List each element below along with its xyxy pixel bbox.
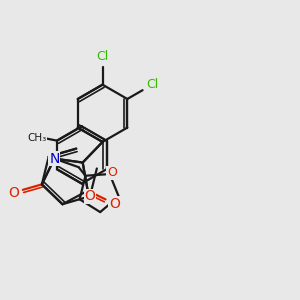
Text: O: O (8, 186, 19, 200)
Text: Cl: Cl (146, 78, 158, 91)
Text: Cl: Cl (96, 50, 109, 63)
Text: O: O (85, 189, 95, 203)
Text: O: O (107, 167, 117, 179)
Text: O: O (109, 197, 120, 211)
Text: CH₃: CH₃ (28, 134, 47, 143)
Text: N: N (49, 152, 59, 166)
